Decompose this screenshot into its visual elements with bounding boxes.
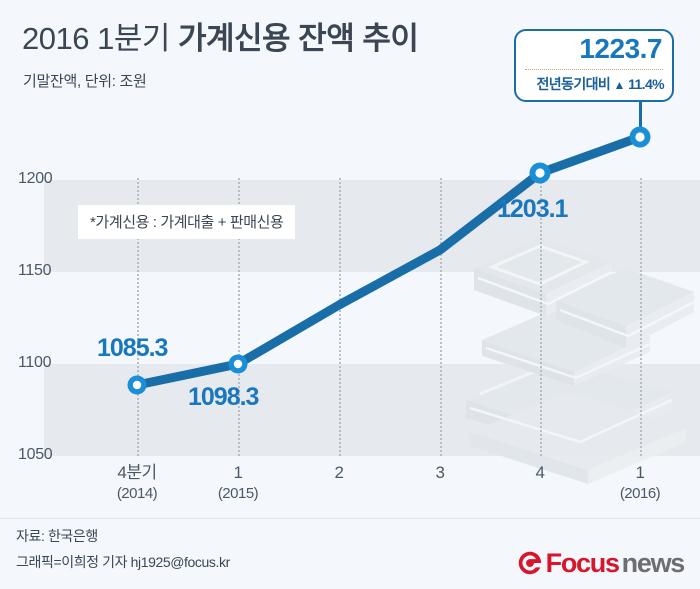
title-bold-part: 가계신용 잔액 추이: [177, 21, 419, 56]
callout-connector-line: [639, 102, 642, 140]
x-axis-tick-3: 3: [390, 462, 490, 484]
x-tick-year-5: (2016): [619, 485, 661, 502]
data-label-0: 1085.3: [97, 334, 168, 362]
credit-text: 그래픽=이희정 기자 hj1925@focus.kr: [16, 554, 230, 570]
gridline-cat-2: [339, 178, 341, 456]
callout-box: 1223.7 전년동기대비 ▲ 11.4%: [514, 29, 674, 102]
logo-news-text: news: [621, 548, 686, 578]
callout-value: 1223.7: [579, 33, 662, 64]
line-path: [132, 132, 645, 390]
x-tick-label-1: 1: [233, 463, 243, 482]
page-title: 2016 1분기 가계신용 잔액 추이: [22, 20, 419, 58]
x-tick-label-3: 3: [435, 463, 445, 482]
callout-divider: [525, 69, 663, 70]
y-axis-label-1200: 1200: [18, 170, 53, 187]
x-axis-tick-4: 4: [490, 462, 590, 484]
gridline-cat-3: [440, 178, 442, 456]
x-axis-tick-0: 4분기 (2014): [87, 462, 187, 504]
x-tick-label-5: 1: [635, 463, 645, 482]
up-arrow-icon: ▲: [613, 78, 625, 92]
focus-swirl-icon: [518, 551, 541, 575]
data-label-4: 1203.1: [497, 195, 568, 223]
x-axis-tick-2: 2: [289, 462, 389, 484]
footer-divider: [0, 518, 700, 519]
callout-change: 전년동기대비 ▲ 11.4%: [516, 74, 665, 94]
x-tick-label-0: 4분기: [117, 463, 157, 482]
logo-focus-text: Focus: [545, 548, 620, 578]
callout-change-value: 11.4%: [628, 76, 665, 92]
gridline-cat-0: [137, 178, 139, 456]
x-axis-tick-1: 1 (2015): [188, 462, 288, 504]
x-tick-label-2: 2: [334, 463, 344, 482]
chart-note: *가계신용 : 가계대출 + 판매신용: [78, 205, 296, 239]
gridline-cat-4: [540, 178, 542, 456]
y-axis-label-1150: 1150: [18, 262, 52, 279]
source-text: 자료: 한국은행: [16, 528, 98, 544]
page-subtitle: 기말잔액, 단위: 조원: [23, 73, 147, 90]
focusnews-logo: Focus news: [517, 548, 686, 578]
gridline-cat-5: [640, 178, 642, 456]
callout-compare-label: 전년동기대비: [536, 76, 611, 92]
title-light-part: 2016 1분기: [22, 21, 178, 56]
y-axis-label-1100: 1100: [18, 354, 52, 371]
x-tick-year-0: (2014): [116, 485, 158, 502]
data-point-markers: [127, 126, 651, 395]
data-label-1: 1098.3: [188, 383, 259, 411]
gridline-cat-1: [238, 178, 240, 456]
y-axis-label-1050: 1050: [18, 446, 53, 463]
x-tick-label-4: 4: [535, 463, 545, 482]
x-tick-year-1: (2015): [217, 485, 259, 502]
x-axis-tick-5: 1 (2016): [590, 462, 690, 504]
